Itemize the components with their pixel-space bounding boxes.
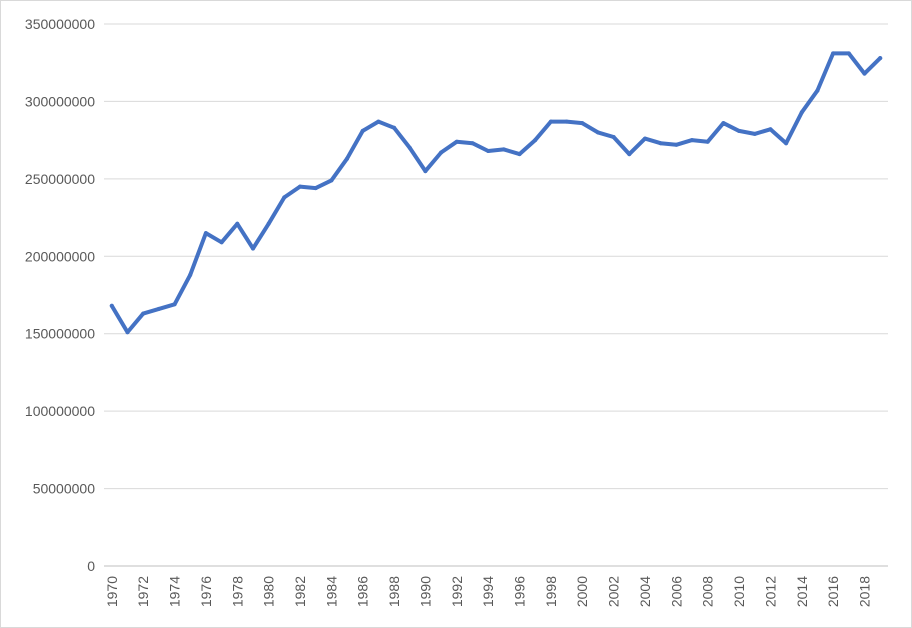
data-point <box>627 152 632 157</box>
y-tick-label: 0 <box>87 558 95 574</box>
x-tick-label: 1980 <box>261 576 277 607</box>
data-point <box>580 121 585 126</box>
y-tick-label: 150000000 <box>25 326 95 342</box>
data-point <box>423 169 428 174</box>
x-tick-label: 1990 <box>417 576 433 607</box>
x-tick-label: 1976 <box>198 576 214 607</box>
data-point <box>595 130 600 135</box>
y-tick-label: 350000000 <box>25 16 95 32</box>
data-point <box>392 125 397 130</box>
x-tick-label: 1996 <box>512 576 528 607</box>
x-tick-label: 1988 <box>386 576 402 607</box>
x-tick-label: 1998 <box>543 576 559 607</box>
data-point <box>768 127 773 132</box>
data-point <box>611 135 616 139</box>
x-tick-label: 1982 <box>292 576 308 607</box>
data-point <box>674 142 679 147</box>
data-point <box>329 178 334 183</box>
y-axis-tick-labels: 0 50000000 100000000 150000000 200000000 2500… <box>25 16 95 574</box>
x-tick-label: 1994 <box>480 576 496 607</box>
x-tick-label: 1984 <box>323 576 339 607</box>
data-point <box>141 311 146 316</box>
x-tick-label: 2016 <box>825 576 841 607</box>
x-axis-tick-labels: 1970 1972 1974 1976 1978 1980 1982 1984 1986 1988… <box>104 576 873 607</box>
data-point <box>235 221 240 226</box>
data-point <box>470 141 475 146</box>
data-point <box>188 272 193 277</box>
data-point <box>125 330 130 335</box>
data-point <box>156 306 161 311</box>
data-point <box>831 51 836 56</box>
data-point <box>439 150 444 155</box>
data-point <box>815 88 820 93</box>
data-point <box>564 119 569 124</box>
data-point <box>203 231 208 236</box>
x-tick-label: 1974 <box>167 576 183 607</box>
x-tick-label: 1970 <box>104 576 120 607</box>
x-tick-label: 1972 <box>135 576 151 607</box>
x-tick-label: 2014 <box>794 576 810 607</box>
data-point <box>517 152 522 157</box>
x-tick-label: 1986 <box>355 576 371 607</box>
data-point <box>705 139 710 144</box>
data-point <box>784 141 789 146</box>
data-point <box>501 147 506 152</box>
data-point <box>799 110 804 115</box>
y-tick-label: 100000000 <box>25 403 95 419</box>
x-tick-label: 2004 <box>637 576 653 607</box>
data-point <box>533 138 538 143</box>
data-point <box>643 136 647 141</box>
gridlines <box>104 23 888 567</box>
data-point <box>219 240 224 245</box>
data-point <box>313 186 318 191</box>
data-point <box>360 128 365 133</box>
x-tick-label: 2018 <box>856 576 872 607</box>
y-tick-label: 200000000 <box>25 248 95 264</box>
x-tick-label: 2012 <box>762 576 778 607</box>
x-tick-label: 2008 <box>700 576 716 607</box>
data-point <box>282 195 287 200</box>
data-point <box>486 149 491 153</box>
data-point <box>454 139 459 144</box>
data-point <box>251 246 255 251</box>
data-point <box>721 121 726 126</box>
y-tick-label: 50000000 <box>33 481 96 497</box>
data-point <box>658 141 663 146</box>
series-layer <box>109 51 883 335</box>
data-point <box>266 221 271 226</box>
y-tick-label: 300000000 <box>25 93 95 109</box>
x-tick-label: 2010 <box>731 576 747 607</box>
x-tick-label: 1978 <box>229 576 245 607</box>
data-point <box>345 156 349 161</box>
series-line-0 <box>109 51 883 335</box>
x-tick-label: 2006 <box>668 576 684 607</box>
x-tick-label: 2002 <box>606 576 622 607</box>
x-tick-label: 2000 <box>574 576 590 607</box>
x-tick-label: 1992 <box>449 576 465 607</box>
data-point <box>109 303 114 308</box>
data-point <box>846 51 851 56</box>
data-point <box>548 119 553 124</box>
data-point <box>752 131 757 136</box>
data-point <box>172 302 177 307</box>
data-point <box>298 184 302 189</box>
data-point <box>878 56 883 61</box>
data-point <box>737 128 741 133</box>
data-point <box>376 119 381 124</box>
data-point <box>862 71 867 76</box>
data-point <box>690 138 694 143</box>
y-tick-label: 250000000 <box>25 171 95 187</box>
data-point <box>407 145 412 150</box>
